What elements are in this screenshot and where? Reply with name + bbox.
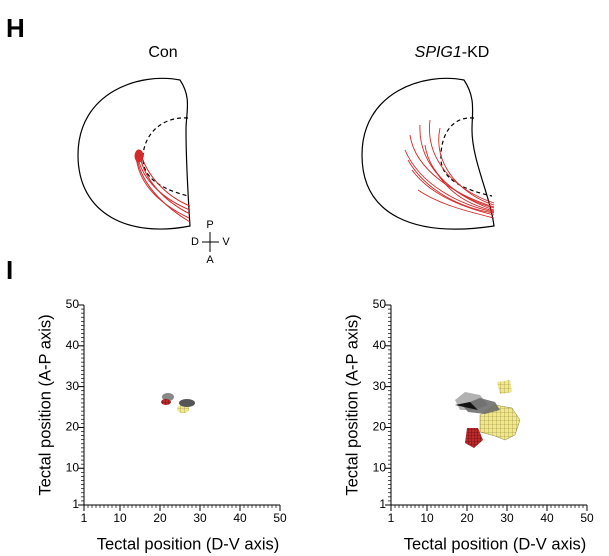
x-tick-label: 40 [233,511,247,525]
y-tick-label: 20 [66,420,80,434]
x-tick-label: 40 [540,511,554,525]
projection-kd [455,380,521,448]
projection-con [161,393,195,413]
y-axis-label: Tectal position (A-P axis) [36,314,54,495]
y-tick-label: 40 [373,338,387,352]
x-tick-label: 20 [460,511,474,525]
x-axis-label: Tectal position (D-V axis) [97,535,279,553]
panel-label: I [6,255,13,285]
x-tick-label: 1 [81,511,88,525]
compass-label: A [206,254,214,266]
x-tick-label: 50 [580,511,594,525]
y-tick-label: 1 [72,497,79,511]
x-axis-label: Tectal position (D-V axis) [404,535,586,553]
compass-label: V [222,236,230,248]
x-tick-label: 30 [193,511,207,525]
y-tick-label: 30 [66,379,80,393]
condition-title: Con [148,44,177,61]
y-tick-label: 30 [373,379,387,393]
title-suffix: -KD [462,44,490,61]
x-tick-label: 50 [273,511,287,525]
x-tick-label: 10 [420,511,434,525]
tectum-kd [361,77,495,230]
y-tick-label: 50 [66,297,80,311]
y-tick-label: 10 [66,460,80,474]
x-tick-label: 20 [153,511,167,525]
compass-label: D [191,236,199,248]
x-tick-label: 1 [388,511,395,525]
compass [202,232,219,252]
x-tick-label: 30 [500,511,514,525]
compass-label: P [206,219,213,231]
y-tick-label: 40 [66,338,80,352]
gene-name: SPIG1 [415,44,462,61]
y-tick-label: 20 [373,420,387,434]
y-tick-label: 10 [373,460,387,474]
condition-title: SPIG1-KD [415,44,490,61]
x-tick-label: 10 [113,511,127,525]
y-tick-label: 1 [379,497,386,511]
y-axis-label: Tectal position (A-P axis) [343,314,361,495]
tectum-con [77,77,191,230]
y-tick-label: 50 [373,297,387,311]
panel-label: H [6,13,25,43]
